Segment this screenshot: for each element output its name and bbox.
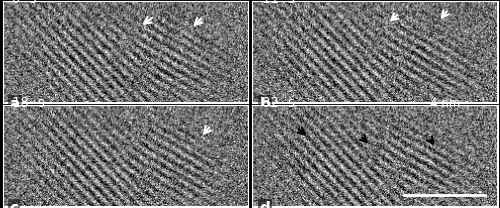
Text: b: b [260,97,270,112]
Text: a: a [10,97,20,112]
Text: 11 s: 11 s [262,0,296,6]
Text: c: c [10,201,19,208]
Text: d: d [260,201,270,208]
Text: 4 nm: 4 nm [430,97,460,110]
Text: 18 s: 18 s [12,96,46,110]
Text: 82 s: 82 s [262,96,296,110]
Text: 0 s: 0 s [12,0,38,6]
